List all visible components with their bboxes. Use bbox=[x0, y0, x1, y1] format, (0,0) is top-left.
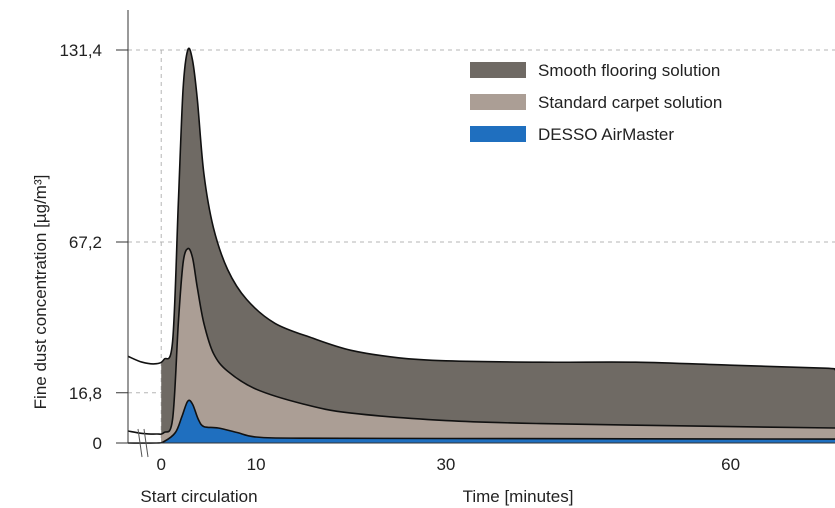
legend-swatch bbox=[470, 94, 526, 110]
y-axis-label: Fine dust concentration [µg/m³] bbox=[31, 175, 50, 410]
y-tick-labels: 0 16,8 67,2 131,4 bbox=[59, 41, 102, 453]
x-axis-label: Time [minutes] bbox=[463, 487, 574, 506]
series-areas bbox=[127, 47, 835, 444]
legend-label: Smooth flooring solution bbox=[538, 61, 720, 80]
x-tick-label: 60 bbox=[721, 455, 740, 474]
y-tick-label: 16,8 bbox=[69, 384, 102, 403]
line-desso-airmaster bbox=[127, 399, 835, 444]
legend: Smooth flooring solution Standard carpet … bbox=[470, 61, 722, 144]
start-circulation-annotation: Start circulation bbox=[140, 487, 257, 506]
legend-swatch bbox=[470, 126, 526, 142]
y-tick-label: 131,4 bbox=[59, 41, 102, 60]
legend-swatch bbox=[470, 62, 526, 78]
legend-label: DESSO AirMaster bbox=[538, 125, 674, 144]
y-tick-label: 0 bbox=[93, 434, 102, 453]
x-tick-label: 10 bbox=[247, 455, 266, 474]
y-tick-label: 67,2 bbox=[69, 233, 102, 252]
area-desso-airmaster bbox=[161, 400, 835, 443]
x-tick-labels: 0 10 30 60 bbox=[156, 455, 740, 474]
x-tick-label: 30 bbox=[436, 455, 455, 474]
x-tick-label: 0 bbox=[156, 455, 165, 474]
line-smooth-flooring-solution bbox=[127, 47, 835, 371]
area-standard-carpet-solution bbox=[161, 248, 835, 443]
axis-break-mark bbox=[137, 428, 149, 458]
legend-label: Standard carpet solution bbox=[538, 93, 722, 112]
axes bbox=[116, 10, 835, 458]
line-standard-carpet-solution bbox=[127, 247, 835, 435]
